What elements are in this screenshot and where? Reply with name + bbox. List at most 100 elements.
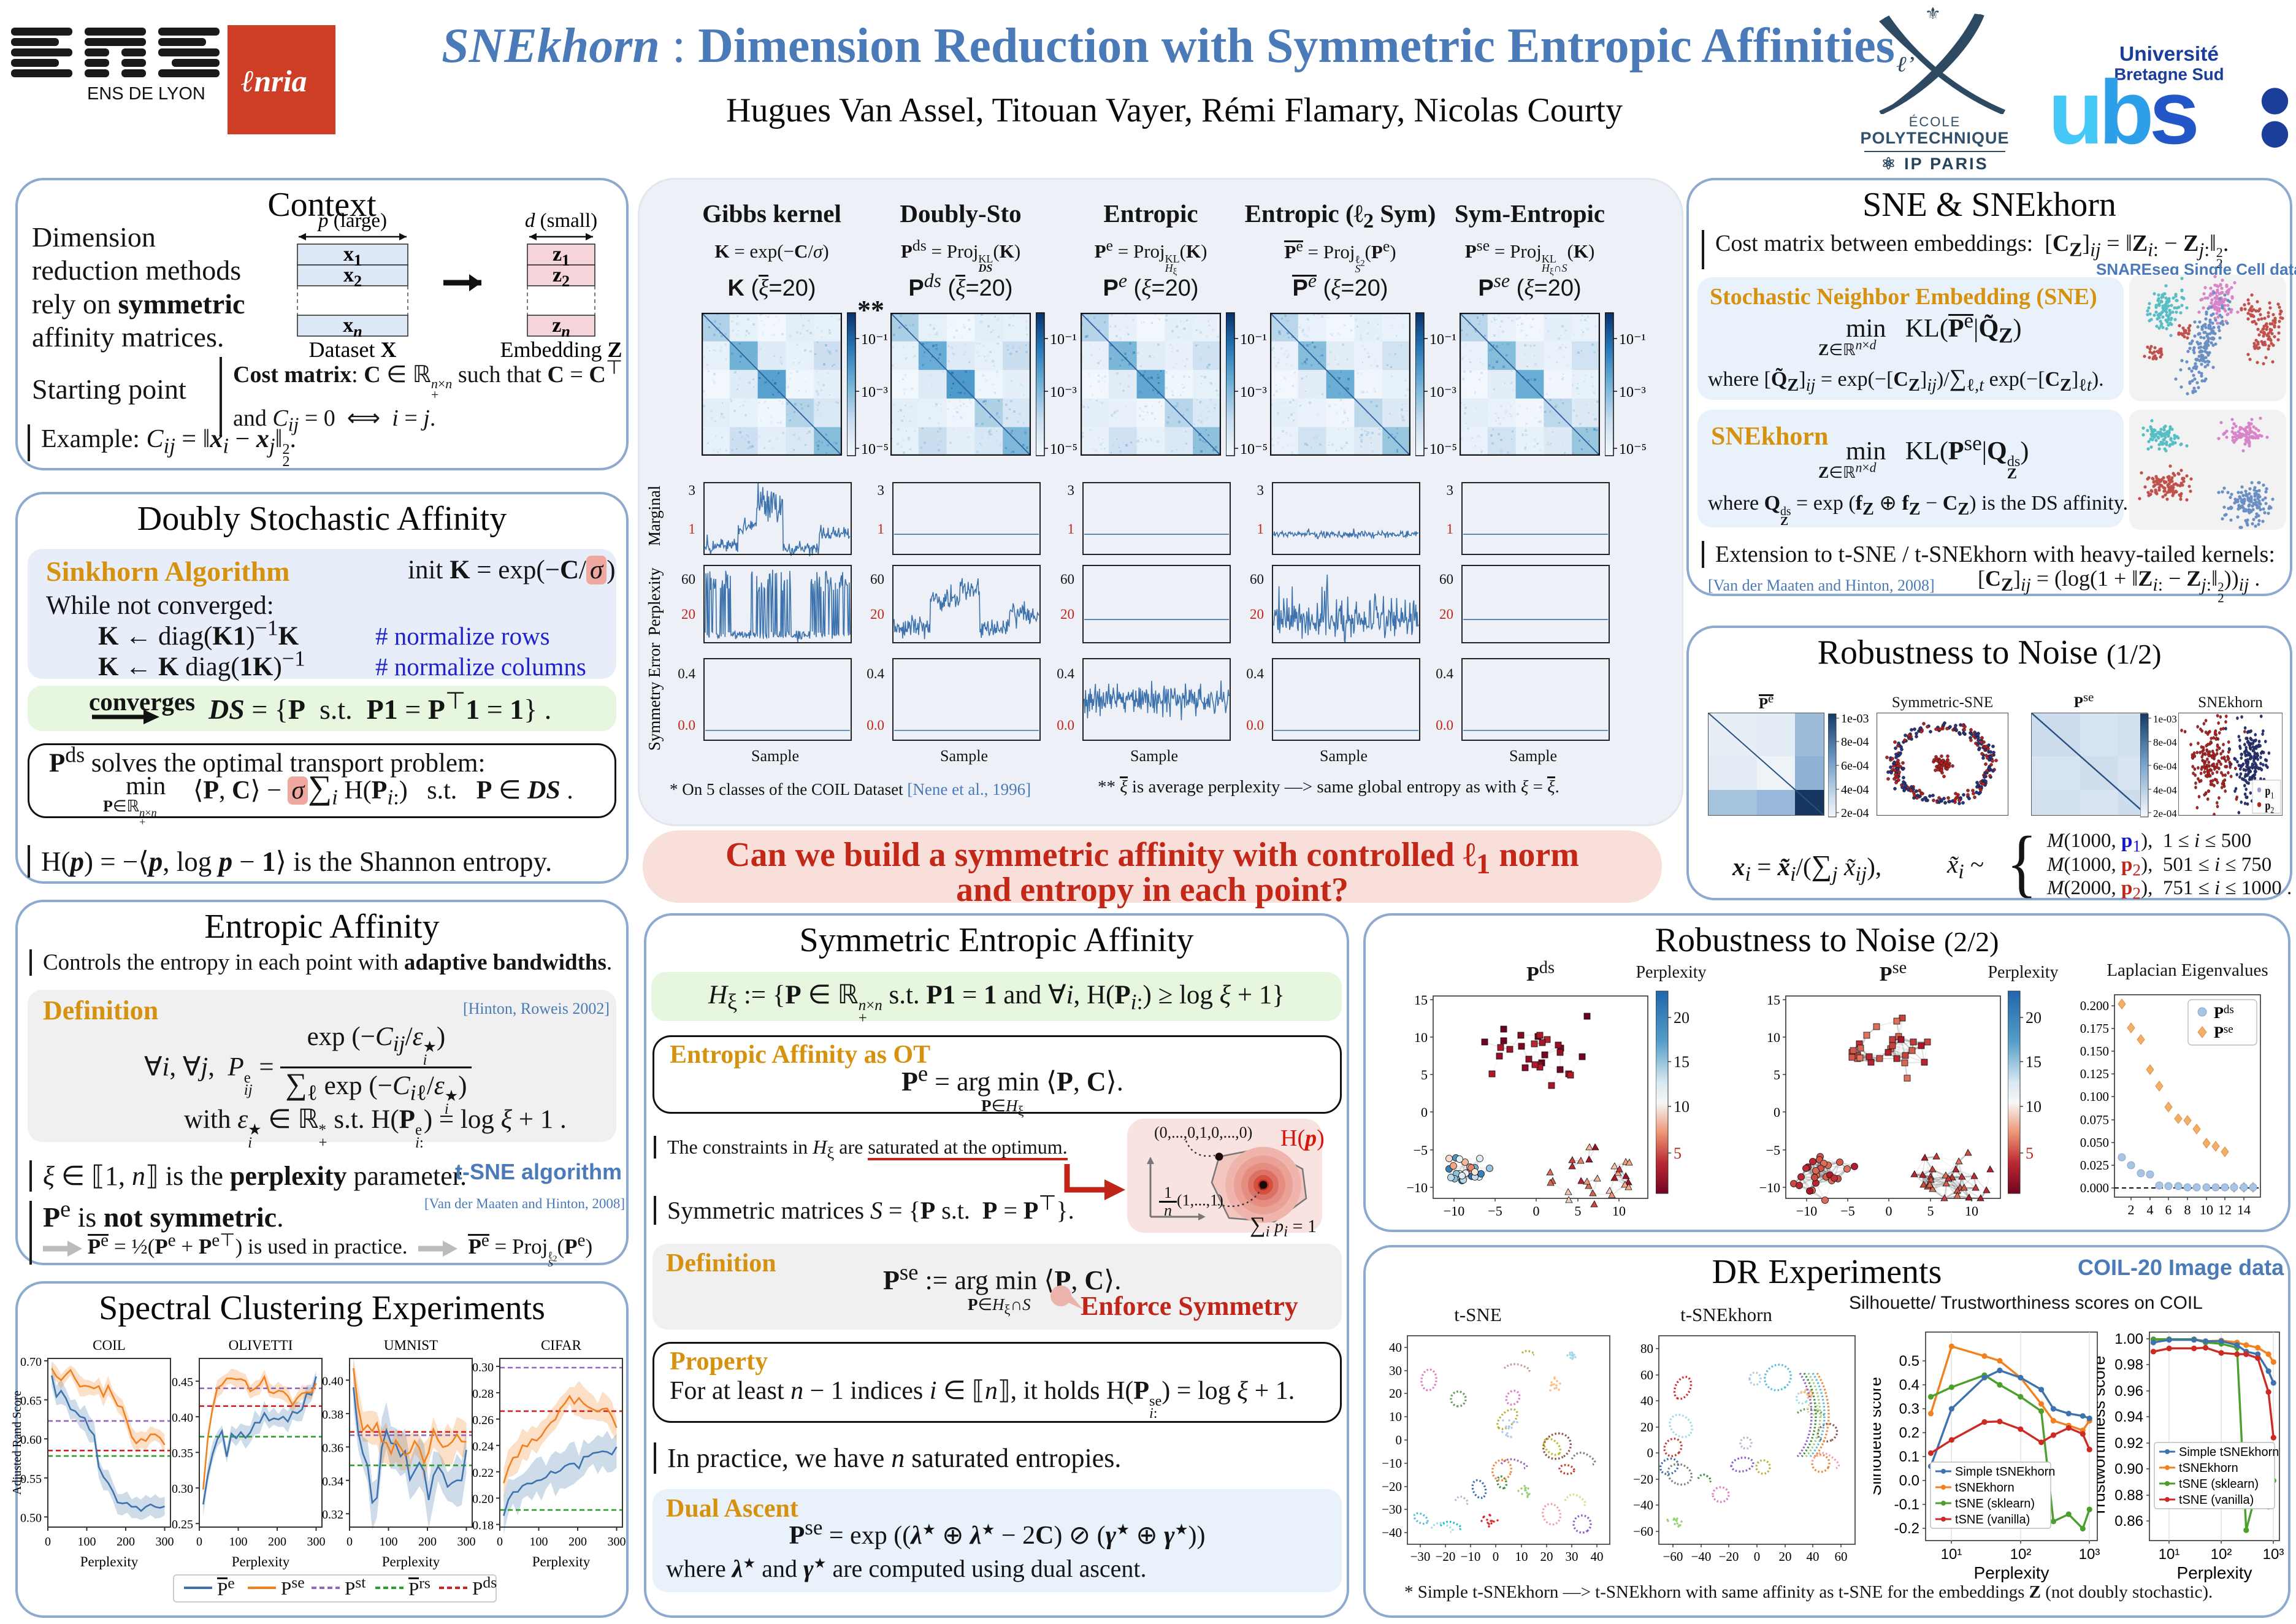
svg-text:0.30: 0.30 [472,1361,494,1374]
svg-text:10: 10 [1612,1203,1626,1219]
svg-text:Symmetry Error: Symmetry Error [645,643,664,751]
svg-text:10²: 10² [2010,1546,2032,1563]
svg-text:tSNE (vanilla): tSNE (vanilla) [2179,1493,2254,1507]
svg-text:0.34: 0.34 [322,1475,343,1488]
svg-text:10⁻⁵: 10⁻⁵ [1240,442,1268,458]
svg-text:0.50: 0.50 [20,1511,42,1525]
svg-text:0.125: 0.125 [2080,1067,2109,1081]
svg-text:0.96: 0.96 [2114,1383,2143,1400]
svg-text:8e-04: 8e-04 [1841,735,1869,749]
svg-text:100: 100 [229,1535,248,1549]
svg-text:0.28: 0.28 [472,1387,494,1401]
svg-text:20: 20 [1640,1420,1653,1434]
svg-text:10³: 10³ [2263,1546,2284,1563]
svg-text:0.32: 0.32 [322,1508,343,1522]
svg-text:0.38: 0.38 [322,1408,343,1422]
svg-text:10⁻³: 10⁻³ [1619,385,1646,400]
svg-text:0.1: 0.1 [1899,1449,1919,1465]
svg-text:p (large): p (large) [317,212,387,232]
svg-text:10: 10 [1515,1549,1528,1564]
svg-text:80: 80 [1640,1341,1653,1356]
svg-text:Perplexity: Perplexity [232,1554,290,1569]
svg-text:10: 10 [2200,1202,2213,1217]
svg-text:40: 40 [1640,1393,1653,1408]
svg-text:−40: −40 [1633,1498,1653,1512]
svg-text:10⁻⁵: 10⁻⁵ [1429,442,1457,458]
svg-text:0.5: 0.5 [1899,1353,1919,1369]
svg-text:0.35: 0.35 [172,1447,193,1460]
svg-text:15: 15 [2026,1053,2042,1071]
svg-text:0.94: 0.94 [2114,1409,2143,1425]
svg-text:z1: z1 [553,243,570,269]
svg-text:tSNE (sklearn): tSNE (sklearn) [2179,1477,2259,1491]
svg-text:OLIVETTI: OLIVETTI [229,1338,293,1353]
svg-text:15: 15 [1674,1053,1689,1071]
svg-text:UMNIST: UMNIST [384,1338,438,1353]
svg-text:40: 40 [1389,1340,1402,1355]
svg-text:0.90: 0.90 [2114,1461,2143,1477]
svg-text:0: 0 [1421,1105,1428,1120]
svg-text:0: 0 [1754,1549,1761,1564]
svg-text:4: 4 [2147,1202,2154,1217]
svg-text:1.00: 1.00 [2114,1331,2143,1347]
svg-text:300: 300 [156,1535,174,1549]
svg-text:−10: −10 [1444,1203,1464,1219]
svg-text:5: 5 [1674,1144,1682,1162]
svg-text:10⁻⁵: 10⁻⁵ [1619,442,1647,458]
svg-text:−10: −10 [1461,1549,1481,1564]
svg-text:0.150: 0.150 [2080,1044,2109,1059]
svg-text:30: 30 [1389,1363,1402,1378]
svg-text:300: 300 [608,1535,626,1549]
svg-text:15: 15 [1414,992,1428,1008]
svg-text:300: 300 [457,1535,476,1549]
svg-text:−40: −40 [1691,1549,1712,1564]
svg-text:0.3: 0.3 [1899,1401,1919,1417]
svg-text:−60: −60 [1663,1549,1683,1564]
svg-text:40: 40 [1591,1549,1604,1564]
svg-text:-0.1: -0.1 [1894,1496,1919,1513]
svg-text:Embedding Z: Embedding Z [500,337,622,362]
svg-text:−10: −10 [1759,1180,1780,1195]
svg-text:200: 200 [418,1535,437,1549]
svg-text:0: 0 [1774,1105,1780,1120]
svg-text:5: 5 [1421,1067,1428,1082]
svg-text:100: 100 [380,1535,398,1549]
svg-text:0.30: 0.30 [172,1482,193,1496]
svg-text:10⁻⁵: 10⁻⁵ [861,442,889,458]
svg-text:Marginal: Marginal [645,486,664,546]
svg-text:0.22: 0.22 [472,1466,494,1480]
svg-text:−20: −20 [1436,1549,1456,1564]
svg-text:−10: −10 [1796,1203,1817,1219]
svg-text:−20: −20 [1633,1472,1653,1487]
svg-text:tSNE (vanilla): tSNE (vanilla) [1955,1513,2030,1526]
svg-text:Adjusted Rand Score: Adjusted Rand Score [11,1390,24,1495]
svg-text:ENS DE LYON: ENS DE LYON [87,84,205,104]
svg-text:10⁻¹: 10⁻¹ [1429,332,1456,348]
svg-text:10⁻³: 10⁻³ [1050,385,1077,400]
svg-text:0.40: 0.40 [322,1374,343,1388]
svg-text:10⁻³: 10⁻³ [1240,385,1267,400]
svg-text:d (small): d (small) [525,212,597,232]
svg-text:2e-04: 2e-04 [2153,808,2177,819]
svg-text:0: 0 [497,1535,503,1549]
svg-text:0.18: 0.18 [472,1519,494,1533]
svg-text:−10: −10 [1407,1180,1428,1195]
svg-text:10⁻⁵: 10⁻⁵ [1050,442,1077,458]
svg-text:COIL: COIL [93,1338,126,1353]
svg-text:0.36: 0.36 [322,1441,343,1455]
svg-text:−20: −20 [1719,1549,1739,1564]
svg-text:tSNE (sklearn): tSNE (sklearn) [1955,1497,2035,1511]
svg-text:5: 5 [1774,1067,1780,1082]
svg-text:10: 10 [1389,1409,1402,1424]
svg-text:0.025: 0.025 [2080,1158,2109,1173]
svg-text:5: 5 [1927,1203,1934,1219]
svg-text:15: 15 [1767,992,1780,1008]
svg-text:0.65: 0.65 [20,1395,42,1408]
svg-text:12: 12 [2218,1202,2232,1217]
svg-text:0.26: 0.26 [472,1414,494,1427]
svg-text:−40: −40 [1382,1525,1402,1540]
svg-text:−60: −60 [1633,1524,1653,1539]
svg-text:10: 10 [1414,1030,1428,1045]
svg-text:Université: Université [2119,43,2219,66]
svg-text:p2: p2 [2265,799,2275,814]
